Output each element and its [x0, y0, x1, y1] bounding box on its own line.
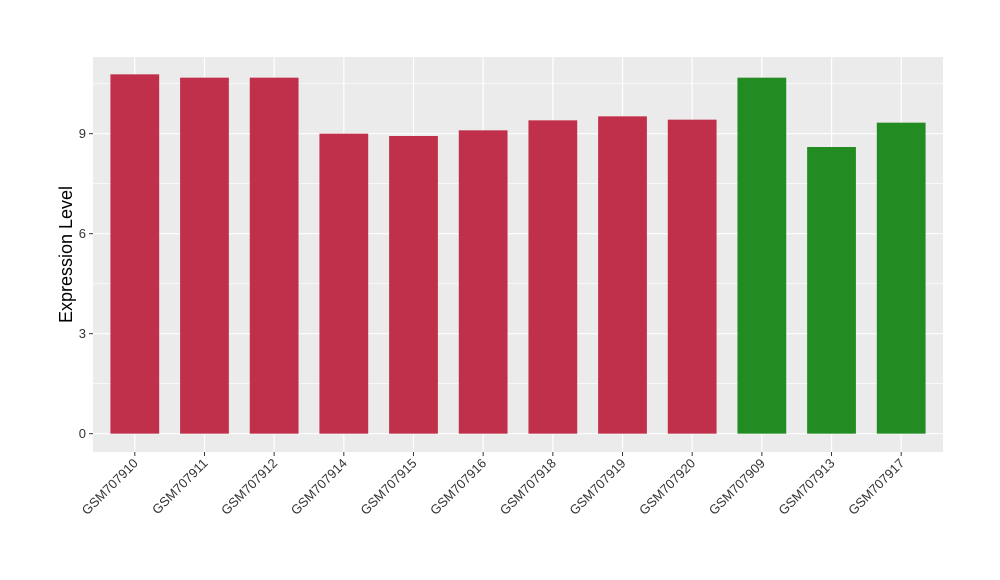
x-axis: GSM707910 GSM707911 GSM707912 GSM707914 GSM7…: [79, 452, 907, 518]
y-tick-label: 9: [79, 126, 86, 141]
x-tick-label: GSM707917: [845, 456, 907, 518]
x-tick-label: GSM707912: [218, 456, 280, 518]
x-tick-label: GSM707915: [357, 456, 419, 518]
bar-GSM707920: [667, 119, 717, 434]
minor-gridlines: [93, 83, 943, 384]
y-axis: 0 3 6 9: [79, 126, 93, 441]
bar-GSM707911: [180, 77, 229, 434]
x-tick-label: GSM707920: [636, 456, 698, 518]
x-tick-label: GSM707919: [566, 456, 628, 518]
x-tick-label: GSM707913: [775, 456, 837, 518]
bar-GSM707919: [598, 116, 647, 434]
bar-GSM707918: [528, 120, 578, 434]
bars: [110, 74, 926, 434]
bar-GSM707917: [876, 122, 926, 434]
y-tick-label: 6: [79, 226, 86, 241]
bar-GSM707913: [807, 147, 856, 434]
plot-panel: [93, 57, 943, 452]
bar-GSM707915: [389, 136, 438, 434]
x-tick-label: GSM707918: [497, 456, 559, 518]
x-tick-label: GSM707916: [427, 456, 489, 518]
y-tick-label: 3: [79, 326, 86, 341]
x-tick-label: GSM707910: [79, 456, 141, 518]
bar-GSM707914: [319, 133, 369, 434]
y-tick-label: 0: [79, 426, 86, 441]
bar-GSM707916: [458, 130, 508, 434]
x-tick-label: GSM707909: [706, 456, 768, 518]
x-tick-label: GSM707911: [149, 456, 211, 518]
bar-GSM707909: [737, 77, 787, 434]
bar-GSM707912: [249, 77, 299, 434]
bar-GSM707910: [110, 74, 160, 434]
x-tick-label: GSM707914: [288, 456, 350, 518]
y-axis-title: Expression Level: [56, 186, 76, 323]
